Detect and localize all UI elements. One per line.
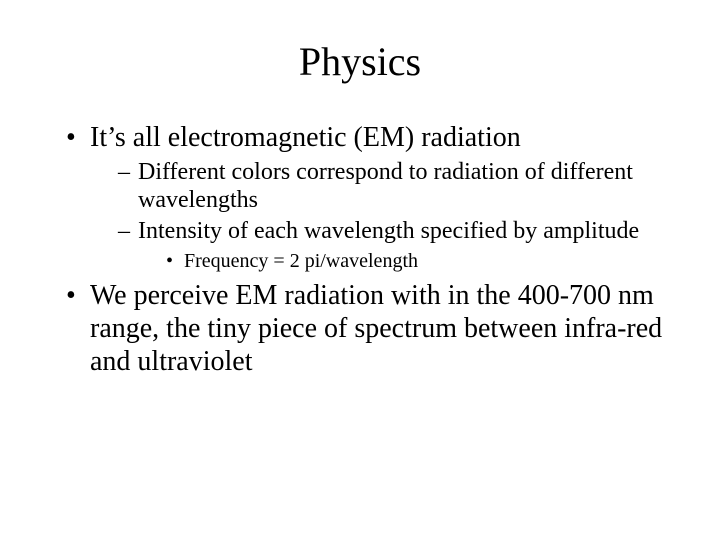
slide-title: Physics — [40, 38, 680, 85]
bullet-list-level2: Different colors correspond to radiation… — [118, 158, 680, 273]
list-item: We perceive EM radiation with in the 400… — [66, 279, 680, 378]
bullet-text: Different colors correspond to radiation… — [138, 159, 633, 213]
bullet-text: It’s all electromagnetic (EM) radiation — [90, 122, 521, 153]
bullet-list-level1: It’s all electromagnetic (EM) radiation … — [66, 121, 680, 378]
list-item: It’s all electromagnetic (EM) radiation … — [66, 121, 680, 273]
bullet-text: Frequency = 2 pi/wavelength — [184, 250, 418, 272]
list-item: Different colors correspond to radiation… — [118, 158, 680, 215]
bullet-text: We perceive EM radiation with in the 400… — [90, 280, 662, 377]
list-item: Frequency = 2 pi/wavelength — [166, 249, 680, 273]
bullet-text: Intensity of each wavelength specified b… — [138, 218, 639, 244]
bullet-list-level3: Frequency = 2 pi/wavelength — [166, 249, 680, 273]
list-item: Intensity of each wavelength specified b… — [118, 217, 680, 273]
slide: Physics It’s all electromagnetic (EM) ra… — [0, 0, 720, 540]
